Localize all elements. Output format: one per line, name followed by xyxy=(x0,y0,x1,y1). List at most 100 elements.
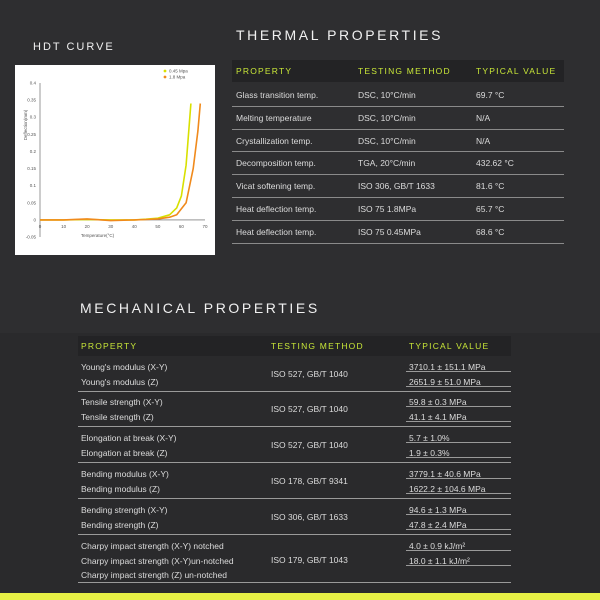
mech-value-cell: 4.0 ± 0.9 kJ/m² xyxy=(406,537,511,551)
mech-header-value: TYPICAL VALUE xyxy=(409,341,490,351)
mech-property: Charpy impact strength (X-Y) notched xyxy=(81,541,224,551)
thermal-row: Melting temperature DSC, 10°C/min N/A xyxy=(232,107,564,130)
legend-label-0: 0.45 Mpa xyxy=(169,69,188,74)
mech-property: Bending modulus (X-Y) xyxy=(81,469,169,479)
thermal-method: DSC, 10°C/min xyxy=(358,135,416,146)
thermal-row: Crystallization temp. DSC, 10°C/min N/A xyxy=(232,130,564,153)
mech-value-cell: 2651.9 ± 51.0 MPa xyxy=(406,373,511,387)
mech-property: Bending strength (Z) xyxy=(81,519,159,530)
y-tick-label: 0.4 xyxy=(30,81,37,86)
thermal-property: Decomposition temp. xyxy=(236,158,316,169)
thermal-method: DSC, 10°C/min xyxy=(358,112,416,123)
series-line-0 xyxy=(40,103,192,221)
thermal-header-property: PROPERTY xyxy=(236,66,293,76)
legend-marker-1 xyxy=(163,75,167,79)
thermal-property: Melting temperature xyxy=(236,112,312,123)
mech-header-property: PROPERTY xyxy=(81,341,138,351)
thermal-value: 68.6 °C xyxy=(476,226,505,237)
thermal-row: Vicat softening temp. ISO 306, GB/T 1633 8… xyxy=(232,175,564,198)
legend-label-1: 1.8 Mpa xyxy=(169,75,186,80)
mechanical-group: Young's modulus (X-Y) Young's modulus (Z)… xyxy=(78,358,511,392)
thermal-method: DSC, 10°C/min xyxy=(358,90,416,100)
x-tick-label: 10 xyxy=(61,224,67,229)
x-tick-label: 0 xyxy=(39,224,42,229)
bottom-accent-bar xyxy=(0,593,600,600)
thermal-property: Crystallization temp. xyxy=(236,135,313,146)
mech-value: 41.1 ± 4.1 MPa xyxy=(409,411,467,422)
thermal-value: N/A xyxy=(476,112,491,123)
mech-method: ISO 527, GB/T 1040 xyxy=(271,404,348,414)
mech-value-cell: 18.0 ± 1.1 kJ/m² xyxy=(406,552,511,566)
mechanical-section xyxy=(0,333,600,600)
mech-value-cell: 94.6 ± 1.3 MPa xyxy=(406,501,511,515)
thermal-header-method: TESTING METHOD xyxy=(358,66,451,76)
thermal-row: Heat deflection temp. ISO 75 1.8MPa 65.7 °… xyxy=(232,198,564,221)
mechanical-group: Charpy impact strength (X-Y) notched Char… xyxy=(78,537,511,583)
x-tick-label: 40 xyxy=(132,224,138,229)
thermal-property: Glass transition temp. xyxy=(236,90,319,100)
mech-header-method: TESTING METHOD xyxy=(271,341,364,351)
mechanical-group: Bending modulus (X-Y) Bending modulus (Z)… xyxy=(78,465,511,499)
mech-value-cell: 1.9 ± 0.3% xyxy=(406,444,511,458)
x-axis-label: Temperature(°C) xyxy=(81,233,115,238)
thermal-property: Heat deflection temp. xyxy=(236,204,317,214)
mech-value: 5.7 ± 1.0% xyxy=(409,433,450,443)
mech-value: 3710.1 ± 151.1 MPa xyxy=(409,362,486,372)
x-tick-label: 30 xyxy=(108,224,114,229)
thermal-property: Heat deflection temp. xyxy=(236,226,317,237)
thermal-title: THERMAL PROPERTIES xyxy=(236,27,444,43)
mech-property: Young's modulus (X-Y) xyxy=(81,362,168,372)
mech-method: ISO 178, GB/T 9341 xyxy=(271,476,348,486)
mechanical-group: Tensile strength (X-Y) Tensile strength (… xyxy=(78,393,511,427)
y-tick-label: 0.25 xyxy=(27,132,36,137)
mech-property: Bending modulus (Z) xyxy=(81,483,160,494)
thermal-row: Heat deflection temp. ISO 75 0.45MPa 68.6 … xyxy=(232,221,564,244)
thermal-method: TGA, 20°C/min xyxy=(358,158,416,169)
thermal-table-header: PROPERTY TESTING METHOD TYPICAL VALUE xyxy=(232,60,564,82)
x-tick-label: 60 xyxy=(179,224,185,229)
mech-value-cell: 47.8 ± 2.4 MPa xyxy=(406,516,511,530)
y-tick-label: 0.35 xyxy=(27,98,36,103)
mech-value-cell: 3779.1 ± 40.6 MPa xyxy=(406,465,511,479)
mech-value: 2651.9 ± 51.0 MPa xyxy=(409,376,481,387)
mech-method: ISO 306, GB/T 1633 xyxy=(271,512,348,522)
mechanical-group: Bending strength (X-Y) Bending strength (… xyxy=(78,501,511,535)
thermal-row: Glass transition temp. DSC, 10°C/min 69.7 … xyxy=(232,84,564,107)
mech-property: Bending strength (X-Y) xyxy=(81,505,168,515)
mech-property: Elongation at break (Z) xyxy=(81,447,168,458)
mech-property: Charpy impact strength (X-Y)un-notched xyxy=(81,555,234,566)
mech-property: Young's modulus (Z) xyxy=(81,376,159,387)
legend-marker-0 xyxy=(163,69,167,73)
mech-value-cell: 1622.2 ± 104.6 MPa xyxy=(406,480,511,494)
mechanical-title: MECHANICAL PROPERTIES xyxy=(80,300,320,316)
thermal-value: N/A xyxy=(476,135,491,146)
mech-value: 18.0 ± 1.1 kJ/m² xyxy=(409,555,470,566)
thermal-property: Vicat softening temp. xyxy=(236,181,316,192)
mech-value: 3779.1 ± 40.6 MPa xyxy=(409,469,481,479)
hdt-title: HDT CURVE xyxy=(33,41,115,53)
thermal-value: 69.7 °C xyxy=(476,90,505,100)
thermal-value: 81.6 °C xyxy=(476,181,505,192)
x-tick-label: 70 xyxy=(202,224,208,229)
y-tick-label: 0.2 xyxy=(30,149,37,154)
thermal-method: ISO 75 0.45MPa xyxy=(358,226,421,237)
y-tick-label: -0.05 xyxy=(26,235,37,240)
y-tick-label: 0.15 xyxy=(27,166,36,171)
mech-value-cell: 5.7 ± 1.0% xyxy=(406,429,511,443)
mech-value-cell: 59.8 ± 0.3 MPa xyxy=(406,393,511,407)
mechanical-group: Elongation at break (X-Y) Elongation at b… xyxy=(78,429,511,463)
x-tick-label: 50 xyxy=(155,224,161,229)
mech-value-cell: 3710.1 ± 151.1 MPa xyxy=(406,358,511,372)
x-tick-label: 20 xyxy=(85,224,91,229)
mech-value: 59.8 ± 0.3 MPa xyxy=(409,397,467,407)
mech-method: ISO 527, GB/T 1040 xyxy=(271,440,348,450)
y-tick-label: 0.3 xyxy=(30,115,37,120)
mech-method: ISO 179, GB/T 1043 xyxy=(271,555,348,565)
mech-value: 1.9 ± 0.3% xyxy=(409,447,450,458)
thermal-header-value: TYPICAL VALUE xyxy=(476,66,557,76)
hdt-chart-svg: 0.4 0.35 0.3 0.25 0.2 0.15 0.1 0.05 0 -0.05 0 10 20 3… xyxy=(23,69,208,240)
mech-property: Tensile strength (Z) xyxy=(81,411,154,422)
series-line-1 xyxy=(40,103,202,222)
mech-property: Charpy impact strength (Z) un-notched xyxy=(81,570,227,580)
